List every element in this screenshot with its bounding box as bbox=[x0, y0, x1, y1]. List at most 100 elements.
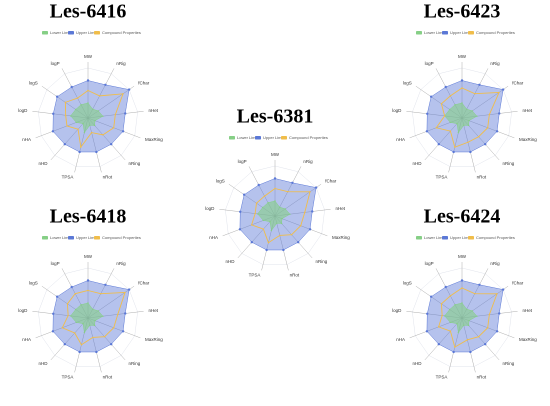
radar-point bbox=[52, 312, 55, 315]
radar-spoke bbox=[274, 215, 289, 271]
axis-label: nHD bbox=[413, 161, 423, 166]
radar-point bbox=[78, 150, 81, 154]
radar-point bbox=[495, 330, 499, 333]
radar-point bbox=[74, 292, 76, 295]
radar-point bbox=[454, 304, 456, 306]
axis-label: MaxRing bbox=[145, 337, 163, 342]
radar-point bbox=[501, 88, 505, 91]
axis-label: nRot bbox=[477, 174, 487, 179]
radar-point bbox=[94, 119, 96, 122]
radar-point bbox=[262, 219, 265, 222]
radar-spoke bbox=[50, 117, 89, 161]
radar-point bbox=[429, 295, 433, 298]
radar-area bbox=[251, 188, 311, 244]
axis-label: logD bbox=[392, 108, 402, 113]
radar-point bbox=[291, 181, 294, 184]
radar-point bbox=[460, 79, 464, 82]
radar-point bbox=[76, 97, 79, 99]
radar-point bbox=[449, 330, 452, 332]
radar-point bbox=[66, 303, 69, 305]
radar-point bbox=[474, 292, 476, 295]
chart-title: Les-6424 bbox=[424, 206, 501, 228]
legend-swatch bbox=[281, 136, 287, 140]
radar-point bbox=[425, 130, 429, 133]
radar-point bbox=[449, 321, 452, 324]
legend-swatch bbox=[468, 236, 474, 240]
radar-point bbox=[495, 130, 499, 133]
radar-point bbox=[440, 303, 443, 305]
axis-label: nRig bbox=[490, 61, 500, 66]
radar-point bbox=[488, 113, 490, 116]
radar-point bbox=[257, 183, 260, 187]
radar-point bbox=[78, 350, 81, 354]
axis-label: nHet bbox=[149, 308, 159, 313]
radar-point bbox=[300, 225, 302, 227]
radar-point bbox=[484, 342, 487, 346]
radar-point bbox=[467, 141, 469, 143]
radar-point bbox=[121, 130, 125, 133]
axis-label: nHA bbox=[396, 337, 405, 342]
radar-point bbox=[74, 108, 77, 111]
radar-point bbox=[127, 288, 131, 291]
radar-point bbox=[469, 150, 472, 154]
radar-point bbox=[80, 104, 82, 106]
radar-area bbox=[438, 287, 498, 348]
radar-point bbox=[468, 119, 470, 122]
radar-point bbox=[274, 200, 276, 202]
radar-point bbox=[67, 314, 69, 317]
axis-label: nHet bbox=[149, 108, 159, 113]
radar-point bbox=[477, 136, 480, 138]
axis-label: nRig bbox=[303, 159, 313, 164]
radar-point bbox=[82, 322, 84, 325]
axis-label: MW bbox=[84, 254, 93, 259]
axis-label: TPSA bbox=[436, 374, 448, 379]
radar-point bbox=[95, 350, 98, 354]
radar-point bbox=[265, 248, 268, 252]
axis-label: MaxRing bbox=[519, 137, 537, 142]
radar-point bbox=[463, 324, 465, 326]
radar-point bbox=[449, 130, 452, 132]
radar-point bbox=[274, 187, 276, 190]
radar-point bbox=[86, 279, 90, 282]
legend-label: Upper Limit bbox=[450, 30, 471, 35]
radar-point bbox=[297, 240, 300, 244]
axis-label: nRot bbox=[477, 374, 487, 379]
radar-point bbox=[469, 350, 472, 354]
legend-swatch bbox=[42, 31, 48, 35]
radar-point bbox=[87, 89, 89, 92]
radar-point bbox=[449, 95, 452, 97]
radar-point bbox=[263, 195, 266, 197]
radar-point bbox=[437, 326, 440, 328]
radar-point bbox=[94, 319, 96, 322]
radar-point bbox=[448, 308, 451, 311]
legend-swatch bbox=[68, 31, 74, 35]
radar-spoke bbox=[87, 117, 102, 173]
radar-point bbox=[468, 319, 470, 322]
radar-point bbox=[102, 134, 104, 136]
radar-point bbox=[95, 150, 98, 154]
radar-point bbox=[87, 302, 89, 304]
radar-point bbox=[267, 242, 270, 244]
radar-point bbox=[457, 131, 460, 134]
radar-point bbox=[467, 324, 470, 327]
axis-label: logD bbox=[205, 206, 215, 211]
radar-point bbox=[113, 127, 115, 129]
radar-point bbox=[456, 322, 458, 325]
radar-point bbox=[64, 114, 67, 116]
axis-label: MaxRing bbox=[145, 137, 163, 142]
axis-label: logS bbox=[403, 81, 412, 86]
radar-point bbox=[124, 112, 127, 115]
radar-point bbox=[256, 213, 259, 215]
radar-point bbox=[478, 283, 481, 286]
radar-point bbox=[289, 213, 291, 215]
radar-point bbox=[70, 285, 73, 289]
radar-point bbox=[471, 110, 473, 112]
radar-area bbox=[444, 302, 478, 334]
radar-point bbox=[75, 321, 78, 324]
radar-point bbox=[75, 121, 78, 124]
axis-label: nHD bbox=[39, 161, 49, 166]
radar-point bbox=[454, 346, 456, 348]
radar-point bbox=[64, 101, 67, 104]
radar-point bbox=[304, 211, 306, 214]
radar-point bbox=[102, 315, 104, 317]
